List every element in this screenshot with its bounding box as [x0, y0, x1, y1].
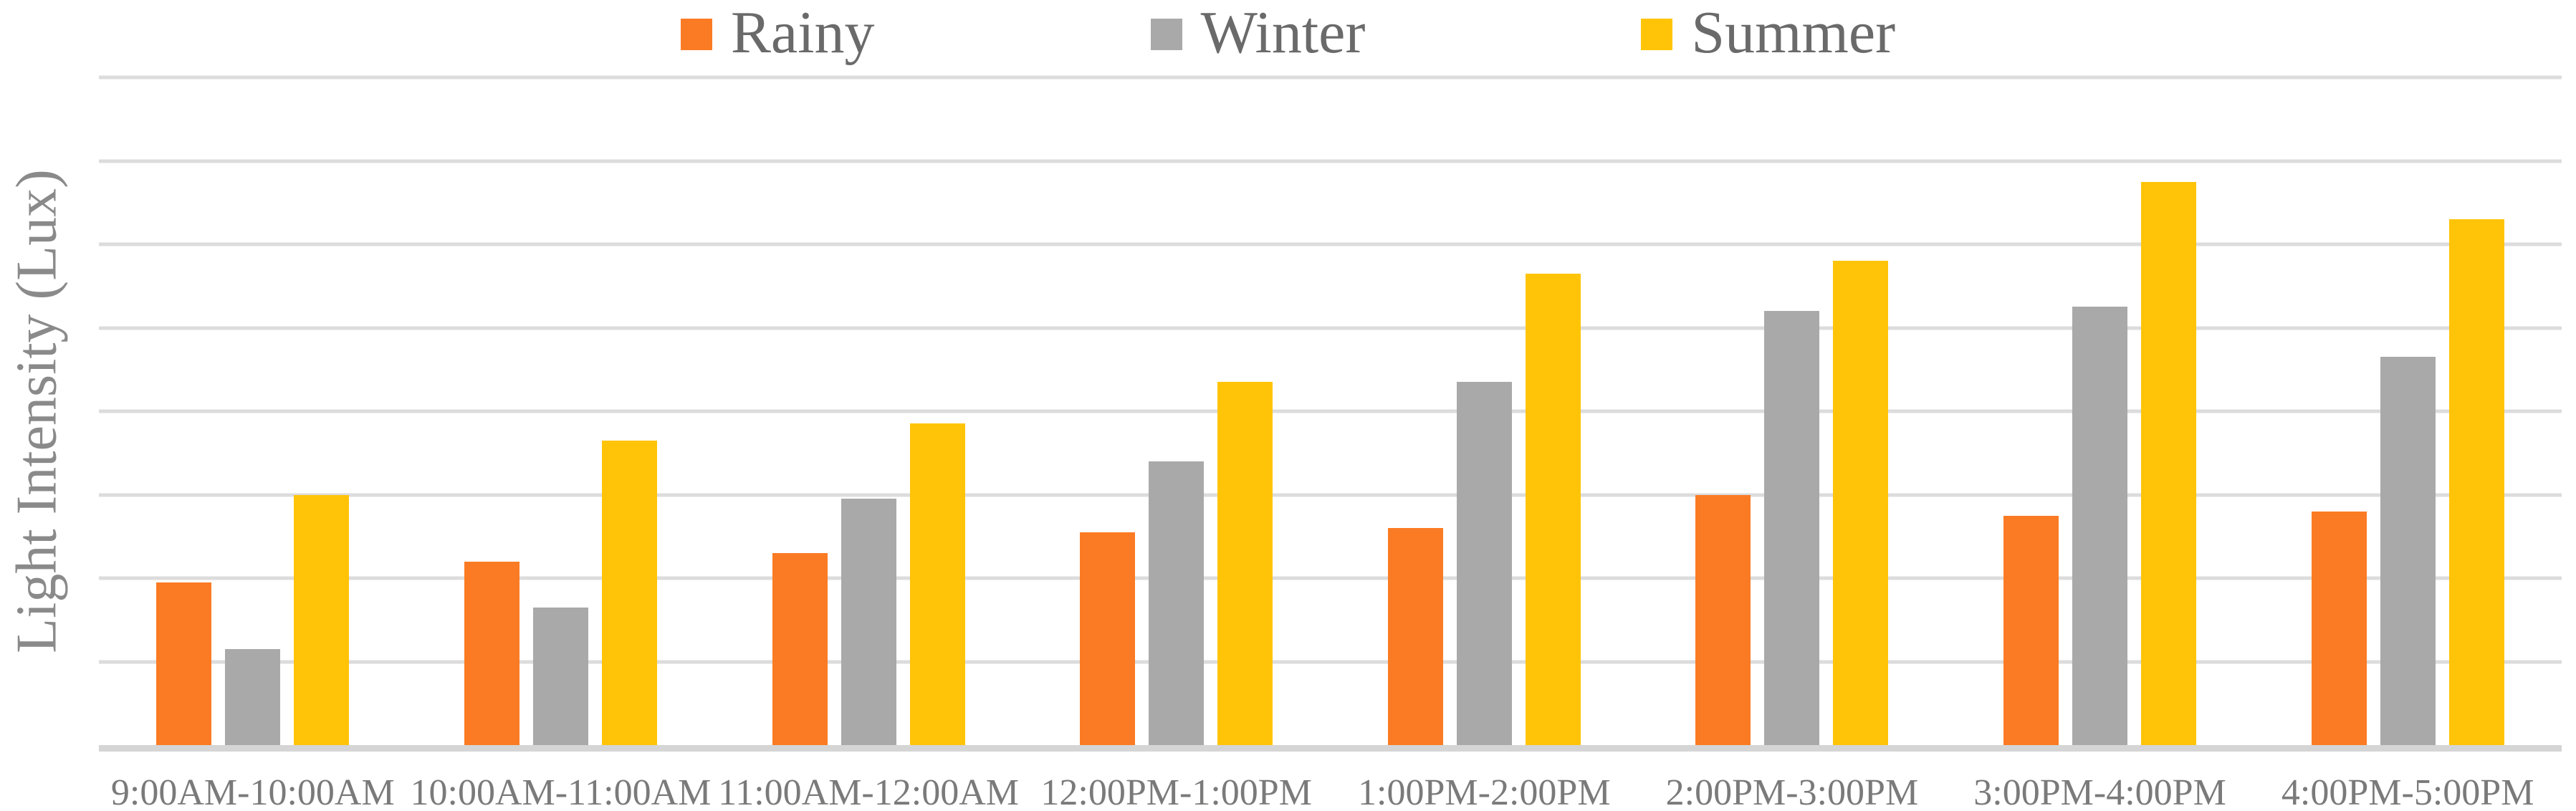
bar-group — [1331, 77, 1639, 745]
legend-item-summer: Summer — [1641, 3, 1895, 63]
bar-summer — [1525, 273, 1581, 745]
bar-summer — [909, 423, 965, 745]
chart-legend: Rainy Winter Summer — [0, 3, 2576, 63]
bar-winter — [841, 499, 896, 745]
x-axis-label: 2:00PM-3:00PM — [1665, 772, 1919, 811]
legend-item-rainy: Rainy — [680, 0, 875, 66]
bar-summer — [294, 494, 350, 745]
legend-swatch-icon — [680, 19, 712, 50]
bar-rainy — [1695, 494, 1751, 745]
bar-rainy — [2311, 511, 2367, 745]
bar-winter — [225, 649, 281, 745]
legend-label: Summer — [1691, 0, 1896, 66]
bar-group — [1946, 77, 2254, 745]
bar-groups — [99, 77, 2562, 745]
bar-group — [407, 77, 715, 745]
gridline — [99, 159, 2562, 163]
y-axis-title: Light Intensity (Lux) — [5, 169, 69, 653]
legend-label: Winter — [1200, 0, 1366, 66]
gridline — [99, 493, 2562, 496]
bar-rainy — [464, 561, 519, 745]
bar-group — [1638, 77, 1946, 745]
bar-winter — [2072, 307, 2128, 745]
legend-label: Rainy — [730, 0, 875, 66]
legend-swatch-icon — [1150, 19, 1182, 50]
bar-rainy — [1080, 532, 1136, 745]
gridline — [99, 576, 2562, 580]
gridline — [99, 660, 2562, 663]
bar-rainy — [772, 553, 828, 745]
x-axis-label: 3:00PM-4:00PM — [1973, 772, 2226, 811]
plot-area — [99, 75, 2562, 752]
x-axis-label: 11:00AM-12:00AM — [718, 772, 1019, 811]
bar-group — [2254, 77, 2562, 745]
x-axis-label: 12:00PM-1:00PM — [1040, 772, 1312, 811]
bar-summer — [601, 440, 657, 745]
gridline — [99, 75, 2562, 80]
x-axis-label: 9:00AM-10:00AM — [110, 772, 395, 811]
bar-rainy — [156, 582, 212, 745]
bar-group — [1023, 77, 1331, 745]
bar-group — [99, 77, 407, 745]
bar-winter — [1764, 311, 1820, 745]
bar-group — [714, 77, 1023, 745]
gridline — [99, 242, 2562, 246]
bar-winter — [1149, 461, 1205, 745]
bar-summer — [2141, 181, 2197, 745]
bar-rainy — [2003, 515, 2059, 745]
gridline — [99, 326, 2562, 330]
x-axis-label: 10:00AM-11:00AM — [410, 772, 712, 811]
x-axis-label: 1:00PM-2:00PM — [1358, 772, 1611, 811]
bar-winter — [532, 607, 588, 745]
bar-rainy — [1387, 528, 1443, 745]
legend-item-winter: Winter — [1150, 0, 1366, 66]
x-axis-labels: 9:00AM-10:00AM 10:00AM-11:00AM 11:00AM-12:… — [99, 772, 2562, 811]
bar-summer — [1833, 261, 1889, 745]
bar-summer — [1217, 382, 1273, 745]
bar-summer — [2448, 219, 2504, 745]
bar-winter — [1456, 382, 1512, 745]
bar-winter — [2380, 357, 2436, 745]
legend-swatch-icon — [1641, 19, 1673, 50]
x-axis-line — [99, 745, 2562, 752]
x-axis-label: 4:00PM-5:00PM — [2281, 772, 2534, 811]
gridline — [99, 409, 2562, 413]
